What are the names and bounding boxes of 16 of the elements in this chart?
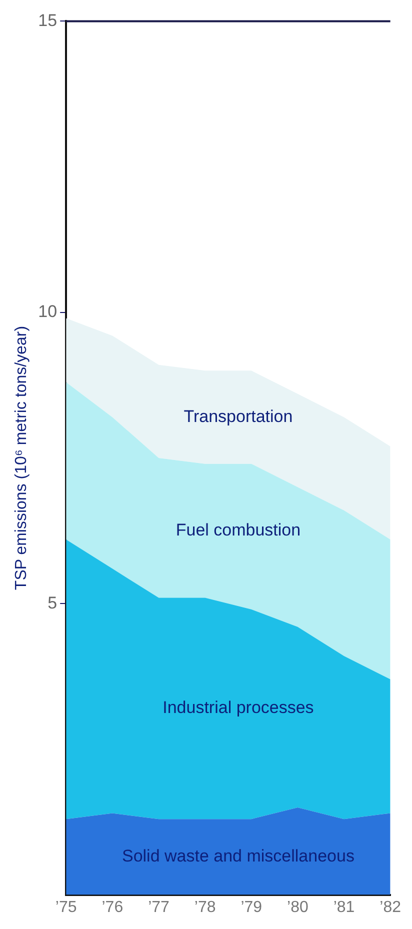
x-tick-label: ’80 (287, 898, 308, 916)
x-tick-label: ’77 (148, 898, 170, 916)
x-tick-label: ’78 (194, 898, 216, 916)
x-tick-label: ’76 (102, 898, 124, 916)
x-tick-label: ’79 (240, 898, 262, 916)
series-label: Industrial processes (162, 698, 314, 718)
y-tick-label: 10 (38, 302, 58, 322)
y-tick-label: 5 (48, 593, 58, 612)
x-tick-label: ’82 (380, 898, 402, 916)
x-tick-label: ’81 (333, 898, 355, 916)
y-tick-label: 15 (38, 10, 58, 30)
series-label: Fuel combustion (176, 520, 301, 540)
series-label: Solid waste and miscellaneous (122, 846, 354, 866)
x-tick-label: ’75 (55, 898, 77, 916)
y-axis-title: TSP emissions (10⁶ metric tons/year) (13, 326, 30, 590)
series-label: Transportation (184, 406, 293, 426)
